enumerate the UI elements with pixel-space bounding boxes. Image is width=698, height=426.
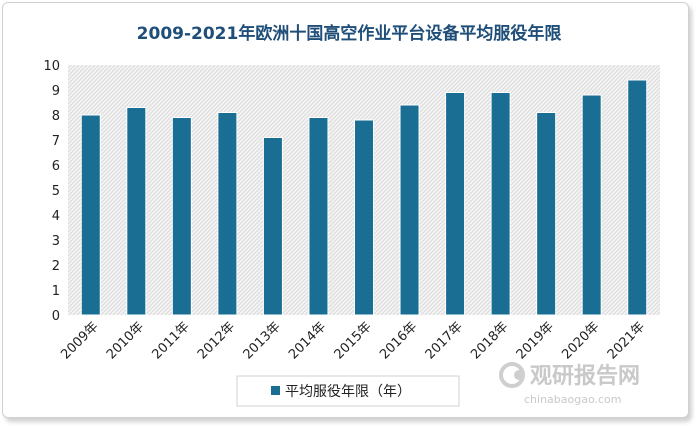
x-tick-label: 2015年 <box>332 319 375 362</box>
y-tick-label: 0 <box>52 309 60 324</box>
bar <box>581 94 602 316</box>
watermark: 观研报告网 chinabaogao.com <box>499 362 640 406</box>
y-tick-label: 9 <box>52 84 60 99</box>
legend: 平均服役年限（年） <box>236 375 460 407</box>
y-tick-label: 5 <box>52 184 60 199</box>
x-tick-label: 2017年 <box>423 319 466 362</box>
y-axis: 0 1 2 3 4 5 6 7 8 9 10 <box>43 59 60 324</box>
watermark-text: 观研报告网 <box>530 364 640 389</box>
bar <box>217 112 238 316</box>
legend-swatch <box>271 386 280 395</box>
x-tick-label: 2021年 <box>605 319 648 362</box>
bar <box>354 119 374 316</box>
bar <box>627 79 648 316</box>
legend-label: 平均服役年限（年） <box>285 384 411 400</box>
y-tick-label: 6 <box>52 159 60 174</box>
watermark-logo-icon <box>499 362 525 388</box>
x-tick-label: 2009年 <box>58 319 101 362</box>
bar-series <box>80 79 648 316</box>
x-tick-label: 2013年 <box>241 319 284 362</box>
x-tick-label: 2019年 <box>514 319 557 362</box>
bar <box>399 104 420 316</box>
x-tick-label: 2016年 <box>377 319 420 362</box>
bar <box>126 107 147 316</box>
bar <box>490 92 511 316</box>
y-tick-label: 3 <box>52 234 60 249</box>
x-tick-label: 2014年 <box>286 319 329 362</box>
y-tick-label: 1 <box>52 284 60 299</box>
bar <box>536 112 557 316</box>
y-tick-label: 7 <box>52 134 60 149</box>
watermark-url: chinabaogao.com <box>524 393 622 406</box>
chart-title: 2009-2021年欧洲十国高空作业平台设备平均服役年限 <box>137 23 562 44</box>
bar <box>262 137 283 316</box>
x-tick-label: 2010年 <box>104 319 147 362</box>
y-tick-label: 4 <box>52 209 60 224</box>
x-tick-label: 2018年 <box>468 319 511 362</box>
bar <box>171 117 192 316</box>
bar <box>80 114 101 316</box>
y-tick-label: 10 <box>43 59 60 74</box>
x-axis: 2009年 2010年 2011年 2012年 2013年 2014年 2015年 2016年… <box>58 319 648 362</box>
bar <box>445 92 466 316</box>
y-tick-label: 8 <box>52 109 60 124</box>
bar <box>308 117 329 316</box>
x-tick-label: 2020年 <box>559 319 602 362</box>
x-tick-label: 2012年 <box>195 319 238 362</box>
y-tick-label: 2 <box>52 259 60 274</box>
x-tick-label: 2011年 <box>149 319 192 362</box>
